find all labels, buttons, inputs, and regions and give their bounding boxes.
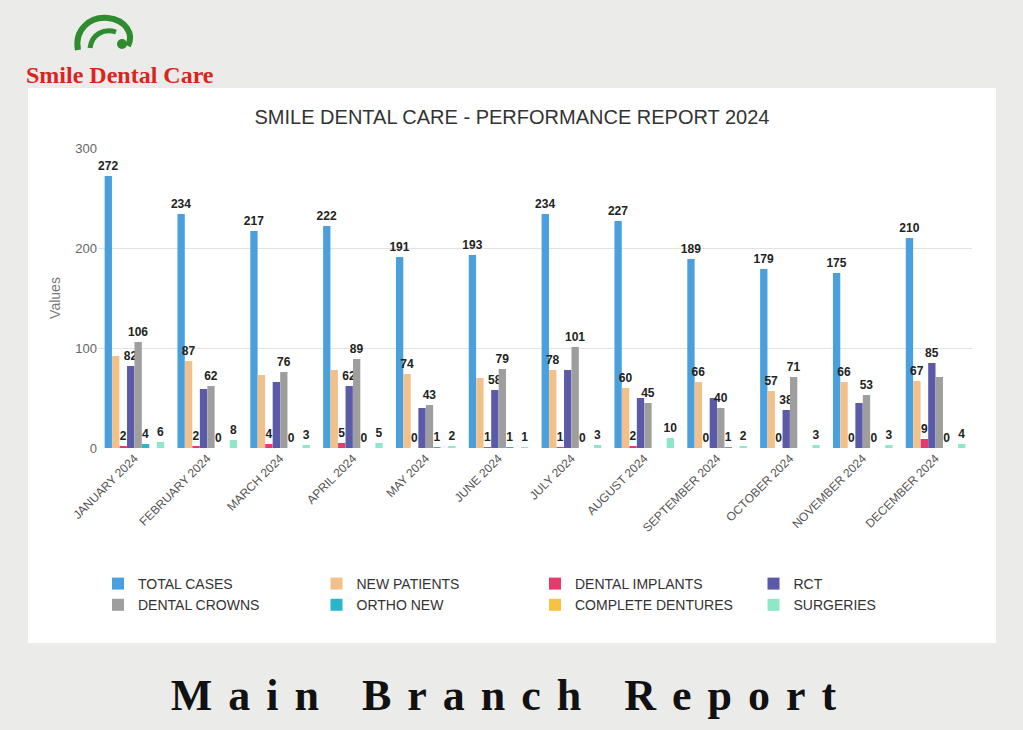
svg-text:222: 222	[317, 209, 337, 223]
svg-text:272: 272	[98, 159, 118, 173]
svg-text:0: 0	[943, 431, 950, 445]
svg-text:RCT: RCT	[794, 576, 823, 592]
svg-text:6: 6	[157, 425, 164, 439]
svg-text:62: 62	[204, 369, 218, 383]
svg-text:10: 10	[664, 421, 678, 435]
svg-text:5: 5	[338, 426, 345, 440]
svg-text:FEBRUARY 2024: FEBRUARY 2024	[137, 451, 214, 528]
svg-text:4: 4	[142, 427, 149, 441]
svg-text:87: 87	[182, 344, 196, 358]
svg-text:100: 100	[75, 341, 97, 356]
svg-text:101: 101	[565, 330, 585, 344]
svg-text:40: 40	[714, 391, 728, 405]
svg-text:0: 0	[870, 431, 877, 445]
svg-text:0: 0	[361, 431, 368, 445]
svg-text:2: 2	[448, 429, 455, 443]
svg-text:3: 3	[813, 428, 820, 442]
svg-text:67: 67	[910, 364, 924, 378]
svg-text:2: 2	[193, 429, 200, 443]
svg-text:SEPTEMBER 2024: SEPTEMBER 2024	[640, 451, 724, 535]
svg-text:71: 71	[787, 360, 801, 374]
svg-text:89: 89	[350, 342, 364, 356]
svg-text:191: 191	[389, 240, 409, 254]
svg-text:74: 74	[400, 357, 414, 371]
svg-text:82: 82	[124, 349, 138, 363]
svg-text:0: 0	[288, 431, 295, 445]
svg-text:66: 66	[837, 365, 851, 379]
svg-text:85: 85	[925, 346, 939, 360]
svg-text:193: 193	[462, 238, 482, 252]
svg-text:189: 189	[681, 242, 701, 256]
svg-text:175: 175	[826, 256, 846, 270]
svg-text:0: 0	[90, 441, 97, 456]
svg-text:106: 106	[128, 325, 148, 339]
svg-text:DECEMBER 2024: DECEMBER 2024	[863, 451, 942, 530]
svg-text:300: 300	[75, 141, 97, 156]
svg-text:4: 4	[958, 427, 965, 441]
svg-text:3: 3	[885, 428, 892, 442]
html-text:Smile Dental Care: Smile Dental Care	[26, 62, 214, 88]
svg-text:234: 234	[535, 197, 555, 211]
svg-text:5: 5	[376, 426, 383, 440]
svg-text:APRIL 2024: APRIL 2024	[304, 451, 360, 507]
html-text:Main Branch Report: Main Branch Report	[170, 671, 853, 720]
svg-text:TOTAL CASES: TOTAL CASES	[138, 576, 233, 592]
svg-text:200: 200	[75, 241, 97, 256]
svg-text:62: 62	[342, 369, 356, 383]
svg-text:1: 1	[484, 430, 491, 444]
svg-text:217: 217	[244, 214, 264, 228]
svg-text:45: 45	[641, 386, 655, 400]
svg-text:79: 79	[495, 352, 509, 366]
svg-text:JULY 2024: JULY 2024	[527, 451, 578, 502]
svg-text:9: 9	[921, 422, 928, 436]
svg-text:NEW PATIENTS: NEW PATIENTS	[357, 576, 460, 592]
svg-text:227: 227	[608, 204, 628, 218]
svg-text:0: 0	[775, 431, 782, 445]
svg-text:ORTHO NEW: ORTHO NEW	[357, 597, 445, 613]
svg-text:76: 76	[277, 355, 291, 369]
svg-text:COMPLETE DENTURES: COMPLETE DENTURES	[575, 597, 733, 613]
svg-text:78: 78	[546, 353, 560, 367]
svg-text:3: 3	[303, 428, 310, 442]
svg-text:53: 53	[860, 378, 874, 392]
svg-text:210: 210	[899, 221, 919, 235]
svg-text:AUGUST 2024: AUGUST 2024	[584, 451, 651, 518]
svg-text:1: 1	[725, 430, 732, 444]
svg-text:0: 0	[848, 431, 855, 445]
svg-text:MAY 2024: MAY 2024	[383, 451, 432, 500]
svg-text:38: 38	[779, 393, 793, 407]
svg-text:DENTAL CROWNS: DENTAL CROWNS	[138, 597, 259, 613]
svg-text:DENTAL IMPLANTS: DENTAL IMPLANTS	[575, 576, 703, 592]
svg-text:179: 179	[754, 252, 774, 266]
svg-text:0: 0	[702, 431, 709, 445]
svg-text:8: 8	[230, 423, 237, 437]
svg-text:66: 66	[692, 365, 706, 379]
svg-text:MARCH 2024: MARCH 2024	[224, 451, 286, 513]
svg-text:234: 234	[171, 197, 191, 211]
svg-text:2: 2	[120, 429, 127, 443]
svg-text:60: 60	[619, 371, 633, 385]
svg-text:2: 2	[740, 429, 747, 443]
svg-text:0: 0	[411, 431, 418, 445]
svg-text:JUNE 2024: JUNE 2024	[452, 451, 506, 505]
svg-text:1: 1	[433, 430, 440, 444]
svg-text:OCTOBER 2024: OCTOBER 2024	[723, 451, 796, 524]
svg-text:1: 1	[557, 430, 564, 444]
svg-text:SURGERIES: SURGERIES	[794, 597, 876, 613]
svg-text:1: 1	[521, 430, 528, 444]
svg-text:57: 57	[764, 374, 778, 388]
svg-text:43: 43	[423, 388, 437, 402]
svg-text:1: 1	[506, 430, 513, 444]
svg-text:0: 0	[579, 431, 586, 445]
svg-text:Values: Values	[47, 277, 63, 319]
svg-text:SMILE DENTAL CARE - PERFORMANC: SMILE DENTAL CARE - PERFORMANCE REPORT 2…	[255, 106, 770, 128]
svg-text:58: 58	[488, 373, 502, 387]
svg-text:0: 0	[215, 431, 222, 445]
svg-text:NOVEMBER 2024: NOVEMBER 2024	[789, 451, 869, 531]
svg-text:4: 4	[265, 427, 272, 441]
svg-text:JANUARY 2024: JANUARY 2024	[70, 451, 141, 522]
svg-text:3: 3	[594, 428, 601, 442]
svg-text:2: 2	[630, 429, 637, 443]
